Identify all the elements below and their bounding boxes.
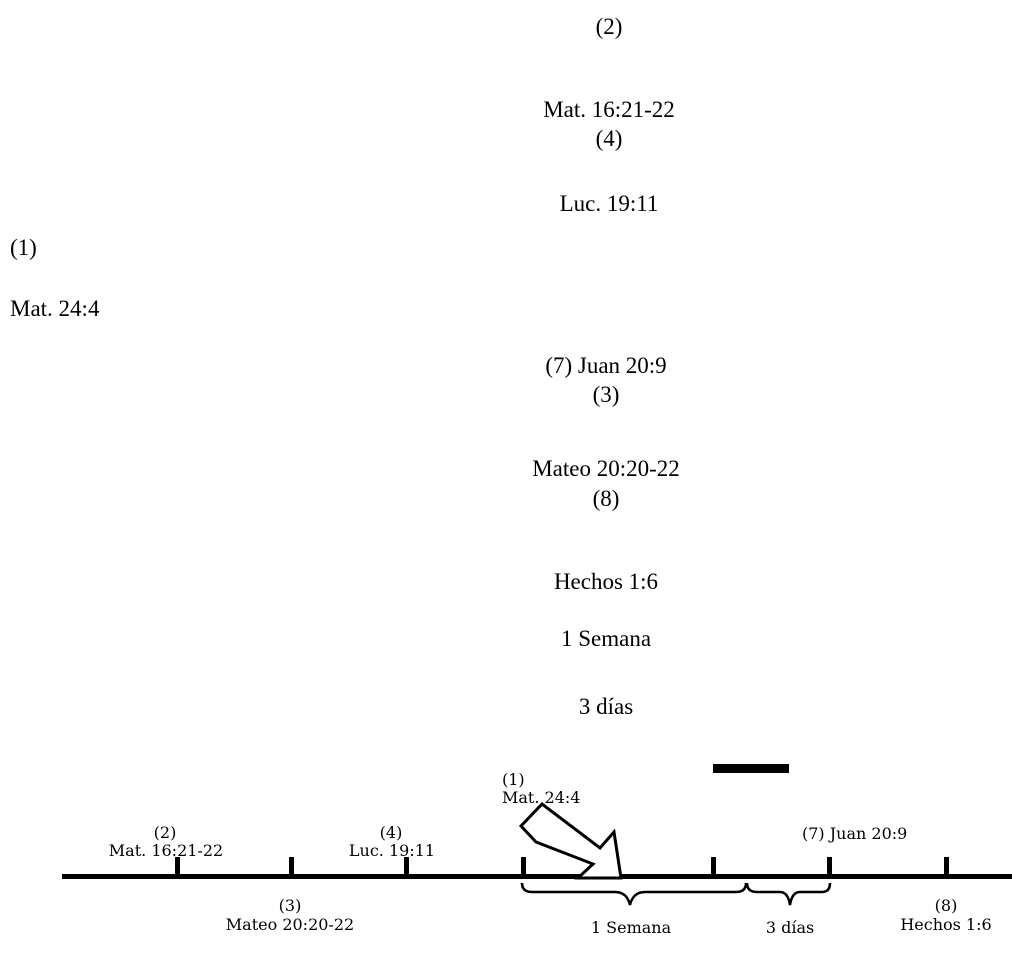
brace-week (520, 882, 748, 906)
timeline-span-week: 1 Semana (591, 918, 672, 937)
tick-ref1 (521, 857, 526, 876)
span-days-label: 3 días (578, 694, 634, 719)
ref2-number: (2) (595, 14, 623, 39)
tick-ref7 (827, 857, 832, 876)
timeline-ref1-citation: Mat. 24:4 (502, 788, 580, 807)
timeline-ref7-citation: (7) Juan 20:9 (802, 824, 907, 843)
brace-days (745, 882, 832, 906)
ref2-citation: Mat. 16:21-22 (543, 97, 675, 122)
ref4-citation: Luc. 19:11 (559, 191, 659, 216)
arrow-down-right-icon (518, 801, 623, 880)
timeline-axis (62, 874, 1012, 879)
timeline-ref4-citation: Luc. 19:11 (349, 841, 435, 860)
timeline-ref2-number: (2) (154, 823, 177, 842)
ref1-citation: Mat. 24:4 (10, 296, 100, 321)
ref8-number: (8) (592, 486, 620, 511)
ref4-number: (4) (595, 126, 623, 151)
tick-mid (711, 857, 716, 876)
span-week-label: 1 Semana (560, 626, 652, 651)
ref3-citation: Mateo 20:20-22 (532, 456, 680, 481)
timeline-ref8-number: (8) (935, 896, 958, 915)
marker-bar (713, 764, 789, 773)
timeline-ref2-citation: Mat. 16:21-22 (109, 841, 223, 860)
ref8-citation: Hechos 1:6 (553, 569, 659, 594)
timeline-span-days: 3 días (766, 918, 814, 937)
tick-ref8 (944, 857, 949, 876)
ref7-citation: (7) Juan 20:9 (545, 353, 667, 378)
tick-ref3 (289, 857, 294, 876)
ref1-number: (1) (10, 235, 37, 260)
tick-ref4 (404, 857, 409, 876)
tick-ref2 (175, 857, 180, 876)
timeline-ref8-citation: Hechos 1:6 (900, 915, 991, 934)
timeline-ref3-citation: Mateo 20:20-22 (226, 915, 354, 934)
ref3-number: (3) (592, 382, 620, 407)
timeline-ref1-number: (1) (502, 770, 525, 789)
timeline-ref4-number: (4) (380, 823, 403, 842)
timeline-ref3-number: (3) (279, 896, 302, 915)
